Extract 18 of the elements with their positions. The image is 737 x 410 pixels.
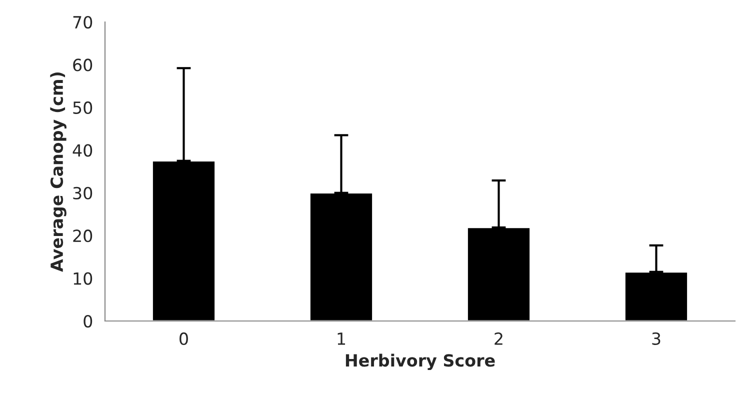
bar bbox=[624, 271, 688, 321]
x-tick-label: 1 bbox=[338, 332, 346, 345]
y-tick-label: 40 bbox=[72, 144, 92, 157]
x-tick-label: 2 bbox=[494, 332, 502, 345]
x-tick-label: 3 bbox=[652, 332, 660, 346]
x-axis-title: Herbivory Score bbox=[346, 354, 495, 370]
y-tick-label: 60 bbox=[73, 58, 92, 72]
x-tick-label: 0 bbox=[180, 332, 188, 346]
y-tick-label: 70 bbox=[73, 16, 92, 29]
y-tick-label: 30 bbox=[73, 186, 92, 200]
y-axis-title: Average Canopy (cm) bbox=[50, 72, 66, 272]
y-tick-label: 20 bbox=[73, 230, 92, 242]
bar bbox=[152, 160, 216, 321]
bar bbox=[309, 192, 374, 321]
y-tick-label: 50 bbox=[73, 101, 92, 114]
y-tick-label: 10 bbox=[74, 272, 92, 285]
bar bbox=[466, 226, 531, 321]
y-tick-label: 0 bbox=[84, 314, 92, 328]
